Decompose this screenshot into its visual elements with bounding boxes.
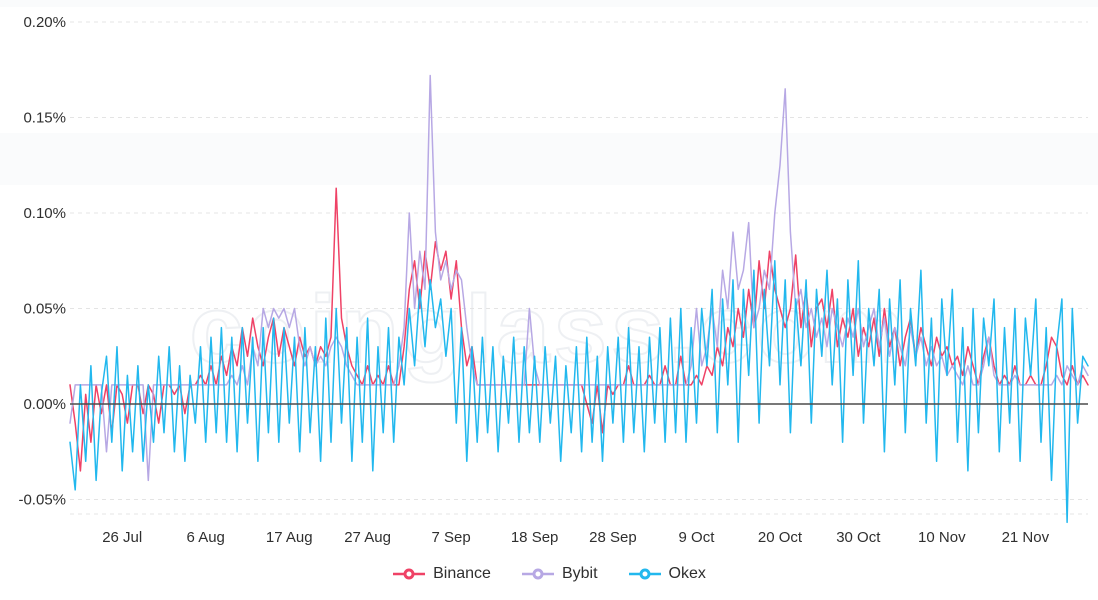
- x-axis-tick-label: 10 Nov: [918, 529, 966, 546]
- y-axis-tick-label: -0.05%: [18, 492, 66, 509]
- legend-marker-icon: [628, 568, 661, 580]
- y-axis-tick-label: 0.15%: [23, 110, 66, 127]
- chart-legend: Binance Bybit Okex: [0, 565, 1098, 583]
- background-band-top: [0, 0, 1098, 7]
- legend-dot: [639, 568, 651, 580]
- x-axis-tick-label: 30 Oct: [836, 529, 881, 546]
- legend-label: Okex: [668, 565, 706, 582]
- y-axis-tick-label: 0.20%: [23, 14, 66, 31]
- legend-label: Bybit: [561, 565, 598, 582]
- x-axis-tick-label: 9 Oct: [679, 529, 716, 546]
- y-axis-tick-label: 0.10%: [23, 205, 66, 222]
- legend-label: Binance: [433, 565, 491, 582]
- x-axis-tick-label: 7 Sep: [431, 529, 470, 546]
- x-axis-tick-label: 20 Oct: [758, 529, 803, 546]
- x-axis-tick-label: 17 Aug: [266, 529, 313, 546]
- legend-marker-icon: [393, 568, 426, 580]
- background-band-mid: [0, 133, 1098, 185]
- legend-item-binance[interactable]: Binance: [392, 565, 491, 583]
- legend-item-okex[interactable]: Okex: [628, 565, 706, 583]
- x-axis-tick-label: 27 Aug: [344, 529, 391, 546]
- y-axis-tick-label: 0.05%: [23, 301, 66, 318]
- legend-marker-icon: [521, 568, 554, 580]
- x-axis-tick-label: 26 Jul: [102, 529, 142, 546]
- x-axis-tick-label: 18 Sep: [511, 529, 559, 546]
- chart-plot-area[interactable]: 0.20% 0.15% 0.10% 0.05% 0.00% -0.05% 26 Jul 6 A…: [0, 0, 1098, 560]
- legend-item-bybit[interactable]: Bybit: [521, 565, 598, 583]
- legend-dot: [532, 568, 544, 580]
- x-axis-tick-label: 6 Aug: [187, 529, 225, 546]
- y-axis-tick-label: 0.00%: [23, 396, 66, 413]
- x-axis-tick-label: 21 Nov: [1002, 529, 1050, 546]
- x-axis-tick-label: 28 Sep: [589, 529, 637, 546]
- legend-dot: [403, 568, 415, 580]
- series-line-okex: [69, 260, 1089, 524]
